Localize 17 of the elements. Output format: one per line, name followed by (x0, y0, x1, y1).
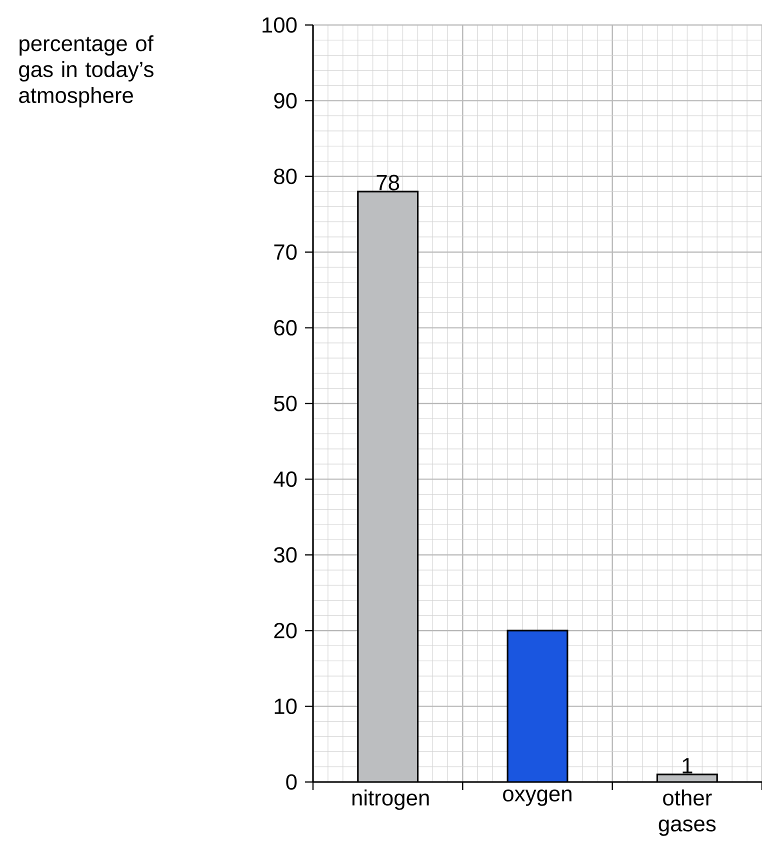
y-tick-label: 100 (262, 17, 297, 33)
y-tick-label: 80 (274, 168, 297, 184)
x-tick-label: other gases (658, 789, 716, 836)
y-tick-label: 0 (286, 774, 297, 790)
data-label: 78 (376, 174, 400, 190)
y-tick-label: 50 (274, 396, 297, 412)
y-tick-label: 30 (274, 547, 297, 563)
x-tick-label: nitrogen (352, 789, 429, 810)
y-tick-label: 40 (274, 471, 297, 487)
x-tick-label: oxygen (503, 790, 572, 806)
y-tick-label: 90 (274, 92, 297, 108)
y-tick-label: 60 (274, 320, 297, 336)
y-tick-label: 10 (274, 698, 297, 714)
y-tick-label: 70 (274, 244, 297, 260)
data-label: 1 (682, 758, 692, 774)
y-axis-title: percentage of gas in today’s atmosphere (19, 35, 154, 108)
y-tick-label: 20 (274, 622, 297, 638)
